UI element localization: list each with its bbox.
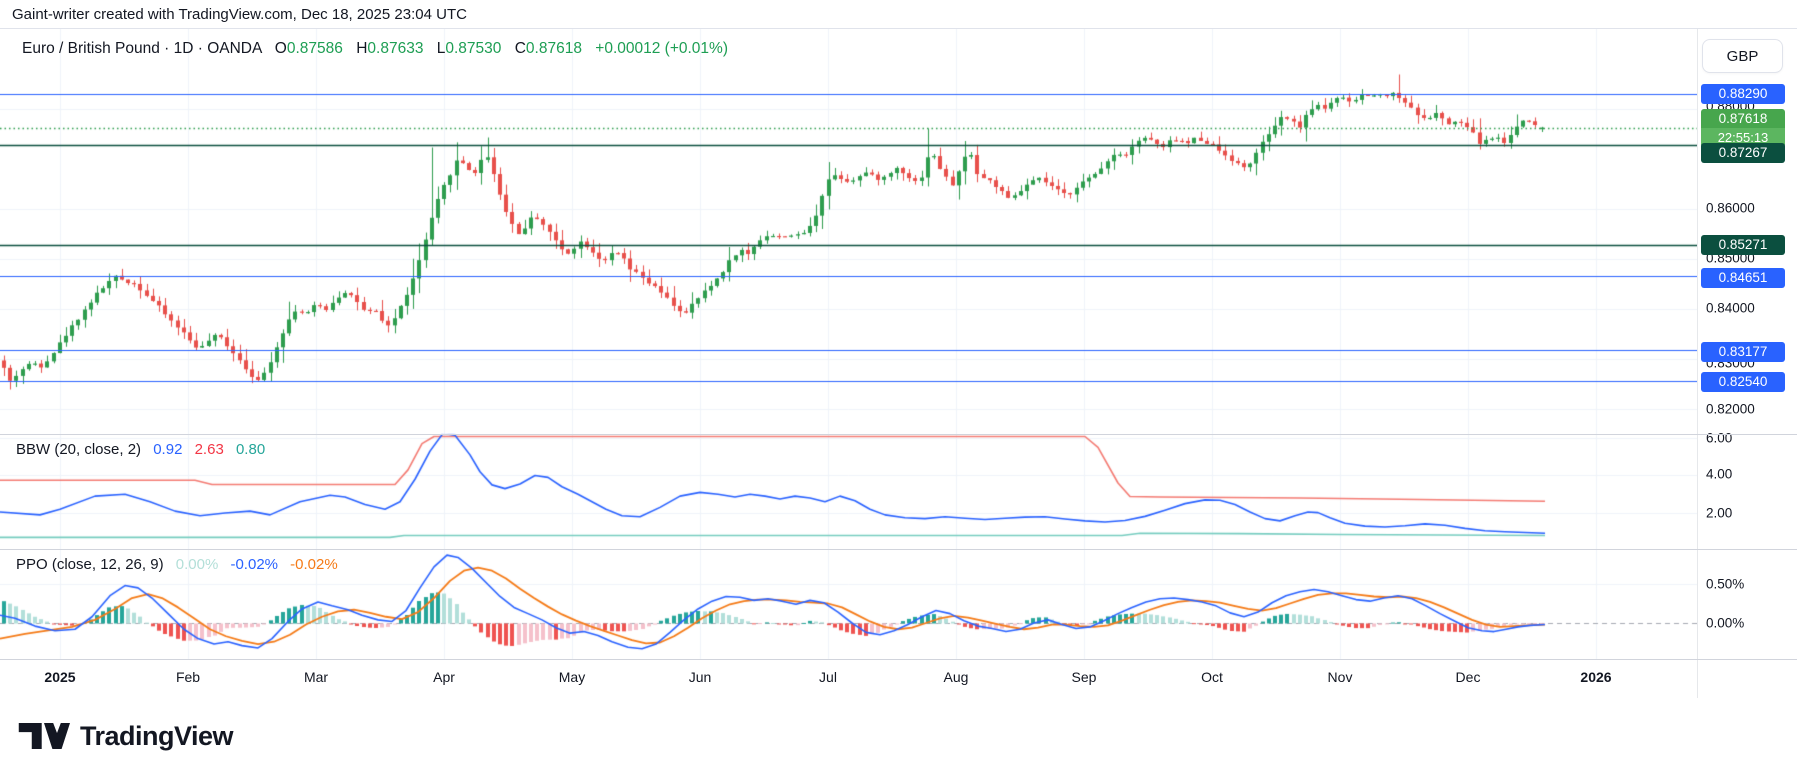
price-level-badge: 0.88290 bbox=[1701, 84, 1785, 104]
tradingview-logo-text: TradingView bbox=[80, 720, 234, 751]
price-axis-label: 0.82000 bbox=[1706, 401, 1755, 417]
time-axis-label: Dec bbox=[1455, 669, 1481, 685]
price-axis-label: 4.00 bbox=[1706, 466, 1733, 482]
price-axis-label: 2.00 bbox=[1706, 505, 1733, 521]
ppo-indicator-header[interactable]: PPO (close, 12, 26, 9) 0.00% -0.02% -0.0… bbox=[16, 556, 338, 573]
chart-canvas[interactable] bbox=[0, 29, 1697, 698]
time-axis-label: Jun bbox=[688, 669, 712, 685]
time-axis-separator bbox=[0, 659, 1797, 660]
price-level-badge: 0.83177 bbox=[1701, 342, 1785, 362]
time-axis-label: Mar bbox=[303, 669, 329, 685]
pane-separator-bbw[interactable] bbox=[0, 434, 1797, 435]
time-axis-label: May bbox=[558, 669, 586, 685]
ppo-value-line: -0.02% bbox=[230, 556, 278, 573]
chart-frame: Euro / British Pound · 1D · OANDA O0.875… bbox=[0, 28, 1797, 698]
time-axis-label: Jul bbox=[819, 669, 837, 685]
bbw-indicator-header[interactable]: BBW (20, close, 2) 0.92 2.63 0.80 bbox=[16, 441, 265, 458]
price-axis[interactable]: 0.88000 0.86000 0.85000 0.84000 0.83000 0.820… bbox=[1697, 29, 1797, 698]
creator-caption-bar: Gaint-writer created with TradingView.co… bbox=[0, 0, 1797, 28]
ohlc-open: O0.87586 bbox=[274, 40, 343, 57]
time-axis-label: Sep bbox=[1071, 669, 1097, 685]
ppo-value-signal: -0.02% bbox=[290, 556, 338, 573]
bbw-value-width: 0.92 bbox=[153, 441, 183, 458]
price-axis-label: 0.84000 bbox=[1706, 300, 1755, 316]
price-level-badge: 0.82540 bbox=[1701, 372, 1785, 392]
time-axis-label: 2026 bbox=[1580, 669, 1612, 685]
change-text: +0.00012 (+0.01%) bbox=[595, 40, 728, 57]
tradingview-logo-icon bbox=[18, 723, 70, 749]
ohlc-high: H0.87633 bbox=[356, 40, 424, 57]
price-level-badge: 0.85271 bbox=[1701, 235, 1785, 255]
time-axis-label: Oct bbox=[1201, 669, 1223, 685]
price-level-badge: 0.87267 bbox=[1701, 143, 1785, 163]
tradingview-footer[interactable]: TradingView bbox=[18, 712, 234, 760]
time-axis-label: 2025 bbox=[44, 669, 76, 685]
current-price-badge: 0.87618 22:55:13 bbox=[1701, 109, 1785, 147]
ohlc-close: C0.87618 bbox=[514, 40, 582, 57]
time-axis[interactable]: 2025 Feb Mar Apr May Jun Jul Aug Sep Oct Nov Dec 202… bbox=[0, 660, 1697, 698]
ppo-label[interactable]: PPO (close, 12, 26, 9) bbox=[16, 556, 164, 573]
time-axis-label: Feb bbox=[175, 669, 201, 685]
currency-toggle-button[interactable]: GBP bbox=[1702, 39, 1783, 73]
symbol-title[interactable]: Euro / British Pound · 1D · OANDA bbox=[22, 40, 262, 57]
price-axis-label: 0.86000 bbox=[1706, 200, 1755, 216]
bbw-label[interactable]: BBW (20, close, 2) bbox=[16, 441, 142, 458]
price-axis-label: 6.00 bbox=[1706, 430, 1733, 446]
time-axis-label: Nov bbox=[1327, 669, 1353, 685]
price-axis-label: 0.00% bbox=[1706, 615, 1745, 631]
price-axis-label: 0.50% bbox=[1706, 576, 1745, 592]
creator-caption: Gaint-writer created with TradingView.co… bbox=[12, 6, 467, 23]
bbw-value-lower: 0.80 bbox=[235, 441, 266, 458]
symbol-legend[interactable]: Euro / British Pound · 1D · OANDA O0.875… bbox=[22, 40, 728, 58]
countdown-timer: 22:55:13 bbox=[1701, 128, 1785, 147]
ohlc-low: L0.87530 bbox=[436, 40, 502, 57]
price-level-badge: 0.84651 bbox=[1701, 268, 1785, 288]
time-axis-label: Apr bbox=[433, 669, 455, 685]
pane-separator-ppo[interactable] bbox=[0, 549, 1797, 550]
ppo-value-hist: 0.00% bbox=[175, 556, 219, 573]
currency-label: GBP bbox=[1726, 47, 1759, 65]
bbw-value-upper: 2.63 bbox=[194, 441, 224, 458]
time-axis-label: Aug bbox=[943, 669, 969, 685]
